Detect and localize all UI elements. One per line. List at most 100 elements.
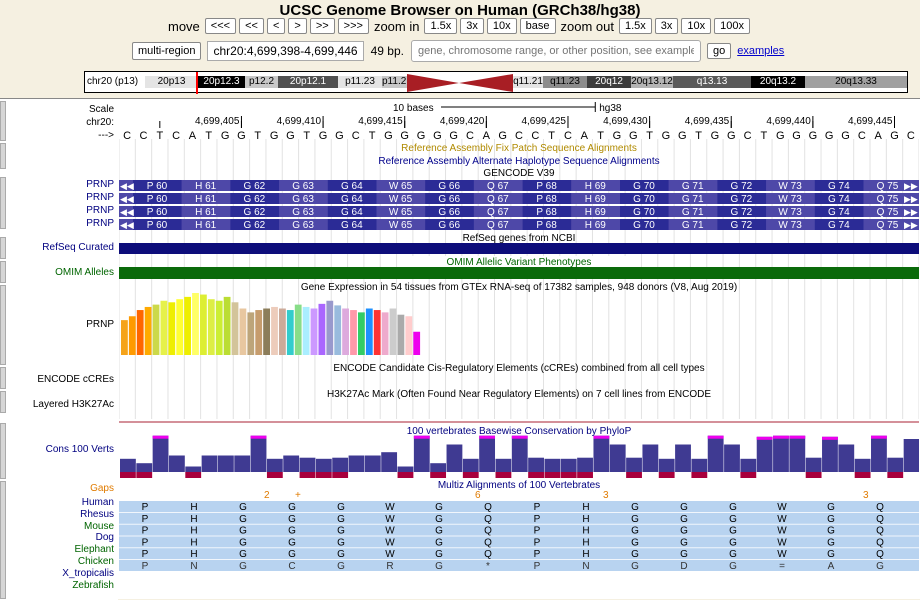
gtex-bar: [121, 320, 128, 355]
conservation-neg-bar: [299, 472, 316, 478]
gene-label[interactable]: PRNP: [86, 218, 114, 229]
codon-block: [425, 219, 474, 230]
tracks-panel[interactable]: Scale chr20: ---> PRNP PRNP PRNP PRNP Re…: [0, 98, 920, 600]
zoom-in-1.5x-button[interactable]: 1.5x: [424, 18, 458, 34]
multiz-aa: H: [582, 502, 589, 513]
ideogram-band[interactable]: p11.21: [382, 76, 407, 88]
multiz-aa: G: [680, 549, 688, 560]
ideogram-band[interactable]: 20p12.3: [198, 76, 245, 88]
zoom-out-3x-button[interactable]: 3x: [654, 18, 679, 34]
zoom-in-10x-button[interactable]: 10x: [486, 18, 517, 34]
ideogram-band[interactable]: 20q13.2: [751, 76, 805, 88]
codon-label: G 63: [292, 207, 314, 218]
ideogram-band[interactable]: q11.21: [513, 76, 543, 88]
refseq-label[interactable]: RefSeq Curated: [42, 242, 114, 253]
species-label[interactable]: Rhesus: [80, 508, 114, 520]
codon-block: [376, 180, 426, 191]
gtex-bar: [358, 312, 365, 355]
ideogram-band[interactable]: q13.13: [673, 76, 751, 88]
base-letter: C: [123, 130, 131, 142]
track-gutter[interactable]: [0, 285, 6, 365]
gtex-bar: [302, 306, 310, 355]
species-label[interactable]: Human: [81, 497, 114, 508]
species-label[interactable]: Mouse: [83, 520, 114, 532]
multiz-title: Multiz Alignments of 100 Vertebrates: [438, 480, 600, 491]
ideogram-band[interactable]: p11.23: [338, 76, 382, 88]
multiz-aa: Q: [876, 537, 884, 548]
chromosome-ideogram[interactable]: chr20 (p13) 20p13 20p12.3 p12.2 20p12.1 p11.…: [84, 71, 908, 94]
track-gutter[interactable]: [0, 423, 6, 479]
multiz-aa: G: [631, 514, 639, 525]
gene-label[interactable]: PRNP: [86, 192, 114, 203]
species-label[interactable]: Chicken: [77, 556, 114, 567]
track-gutter[interactable]: [0, 101, 6, 141]
species-label[interactable]: Elephant: [74, 544, 114, 556]
multiz-aa: G: [680, 537, 688, 548]
ideogram-band[interactable]: 20p12.1: [278, 76, 338, 88]
ideogram-band[interactable]: q11.23: [543, 76, 587, 88]
go-button[interactable]: go: [706, 43, 732, 59]
codon-block: [814, 180, 864, 191]
codon-block: [814, 193, 864, 204]
move-left-button[interactable]: <: [266, 18, 286, 34]
search-input[interactable]: [410, 40, 701, 62]
track-gutter[interactable]: [0, 237, 6, 259]
conservation-bar: [773, 435, 789, 472]
gene-label[interactable]: PRNP: [86, 179, 114, 190]
multiz-aa: P: [534, 526, 541, 537]
track-gutter[interactable]: [0, 177, 6, 229]
move-left-more-button[interactable]: <<: [239, 18, 264, 34]
zoom-out-label: zoom out: [560, 18, 614, 34]
conservation-label[interactable]: Cons 100 Verts: [45, 444, 114, 455]
multiz-aa: P: [534, 537, 541, 548]
move-right-button[interactable]: >: [288, 18, 307, 34]
ideogram-band[interactable]: 20q13.33: [805, 76, 907, 88]
conservation-bar: [266, 458, 283, 472]
encode-label[interactable]: ENCODE cCREs: [37, 374, 114, 385]
multi-region-button[interactable]: multi-region: [132, 42, 202, 60]
track-gutter[interactable]: [0, 481, 6, 599]
omim-label[interactable]: OMIM Alleles: [55, 267, 114, 278]
zoom-out-100x-button[interactable]: 100x: [714, 18, 751, 34]
strand-label: --->: [98, 130, 114, 141]
conservation-neg-bar: [854, 472, 871, 478]
species-label[interactable]: Zebrafish: [72, 579, 114, 591]
arrow-right-icon: ▶▶: [904, 182, 918, 192]
ideogram-band[interactable]: 20q12: [587, 76, 631, 88]
zoom-in-3x-button[interactable]: 3x: [460, 18, 484, 34]
codon-block: [620, 219, 669, 230]
track-gutter[interactable]: [0, 143, 6, 169]
h3k27ac-label[interactable]: Layered H3K27Ac: [32, 399, 114, 410]
multiz-aa: Q: [876, 514, 884, 525]
gene-label[interactable]: PRNP: [86, 205, 114, 216]
conservation-bar: [903, 439, 919, 472]
track-gutter[interactable]: [0, 391, 6, 413]
conservation-cap: [413, 435, 430, 439]
ideogram-band[interactable]: p12.2: [245, 76, 278, 88]
ideogram-band[interactable]: 20p13: [145, 76, 198, 88]
zoom-out-1.5x-button[interactable]: 1.5x: [619, 18, 652, 34]
codon-label: G 70: [633, 207, 655, 218]
multiz-aa: W: [777, 526, 787, 537]
move-right-more-button[interactable]: >>: [309, 18, 335, 34]
gtex-label[interactable]: PRNP: [86, 319, 114, 330]
base-letter: G: [417, 130, 426, 142]
move-far-right-button[interactable]: >>>: [337, 18, 369, 34]
coordinate-label: 4,699,405: [195, 116, 240, 127]
multiz-aa: G: [435, 502, 443, 513]
track-gutter[interactable]: [0, 367, 6, 389]
zoom-in-base-button[interactable]: base: [519, 18, 556, 34]
examples-link[interactable]: examples: [737, 45, 785, 57]
move-far-left-button[interactable]: <<<: [204, 18, 237, 34]
ideogram-band[interactable]: 20q13.12: [631, 76, 673, 88]
codon-block: [571, 193, 620, 204]
codon-label: W 73: [778, 194, 802, 205]
species-label[interactable]: X_tropicalis: [62, 567, 114, 579]
zoom-out-10x-button[interactable]: 10x: [681, 18, 712, 34]
species-label[interactable]: Dog: [95, 532, 114, 544]
multiz-aa: G: [631, 502, 639, 513]
track-gutter[interactable]: [0, 261, 6, 283]
conservation-bar: [511, 435, 528, 472]
tracks-image[interactable]: 10 bases hg38 4,699,405 4,699,410 4,699,415 4…: [119, 99, 919, 600]
codon-label: G 62: [244, 220, 266, 231]
